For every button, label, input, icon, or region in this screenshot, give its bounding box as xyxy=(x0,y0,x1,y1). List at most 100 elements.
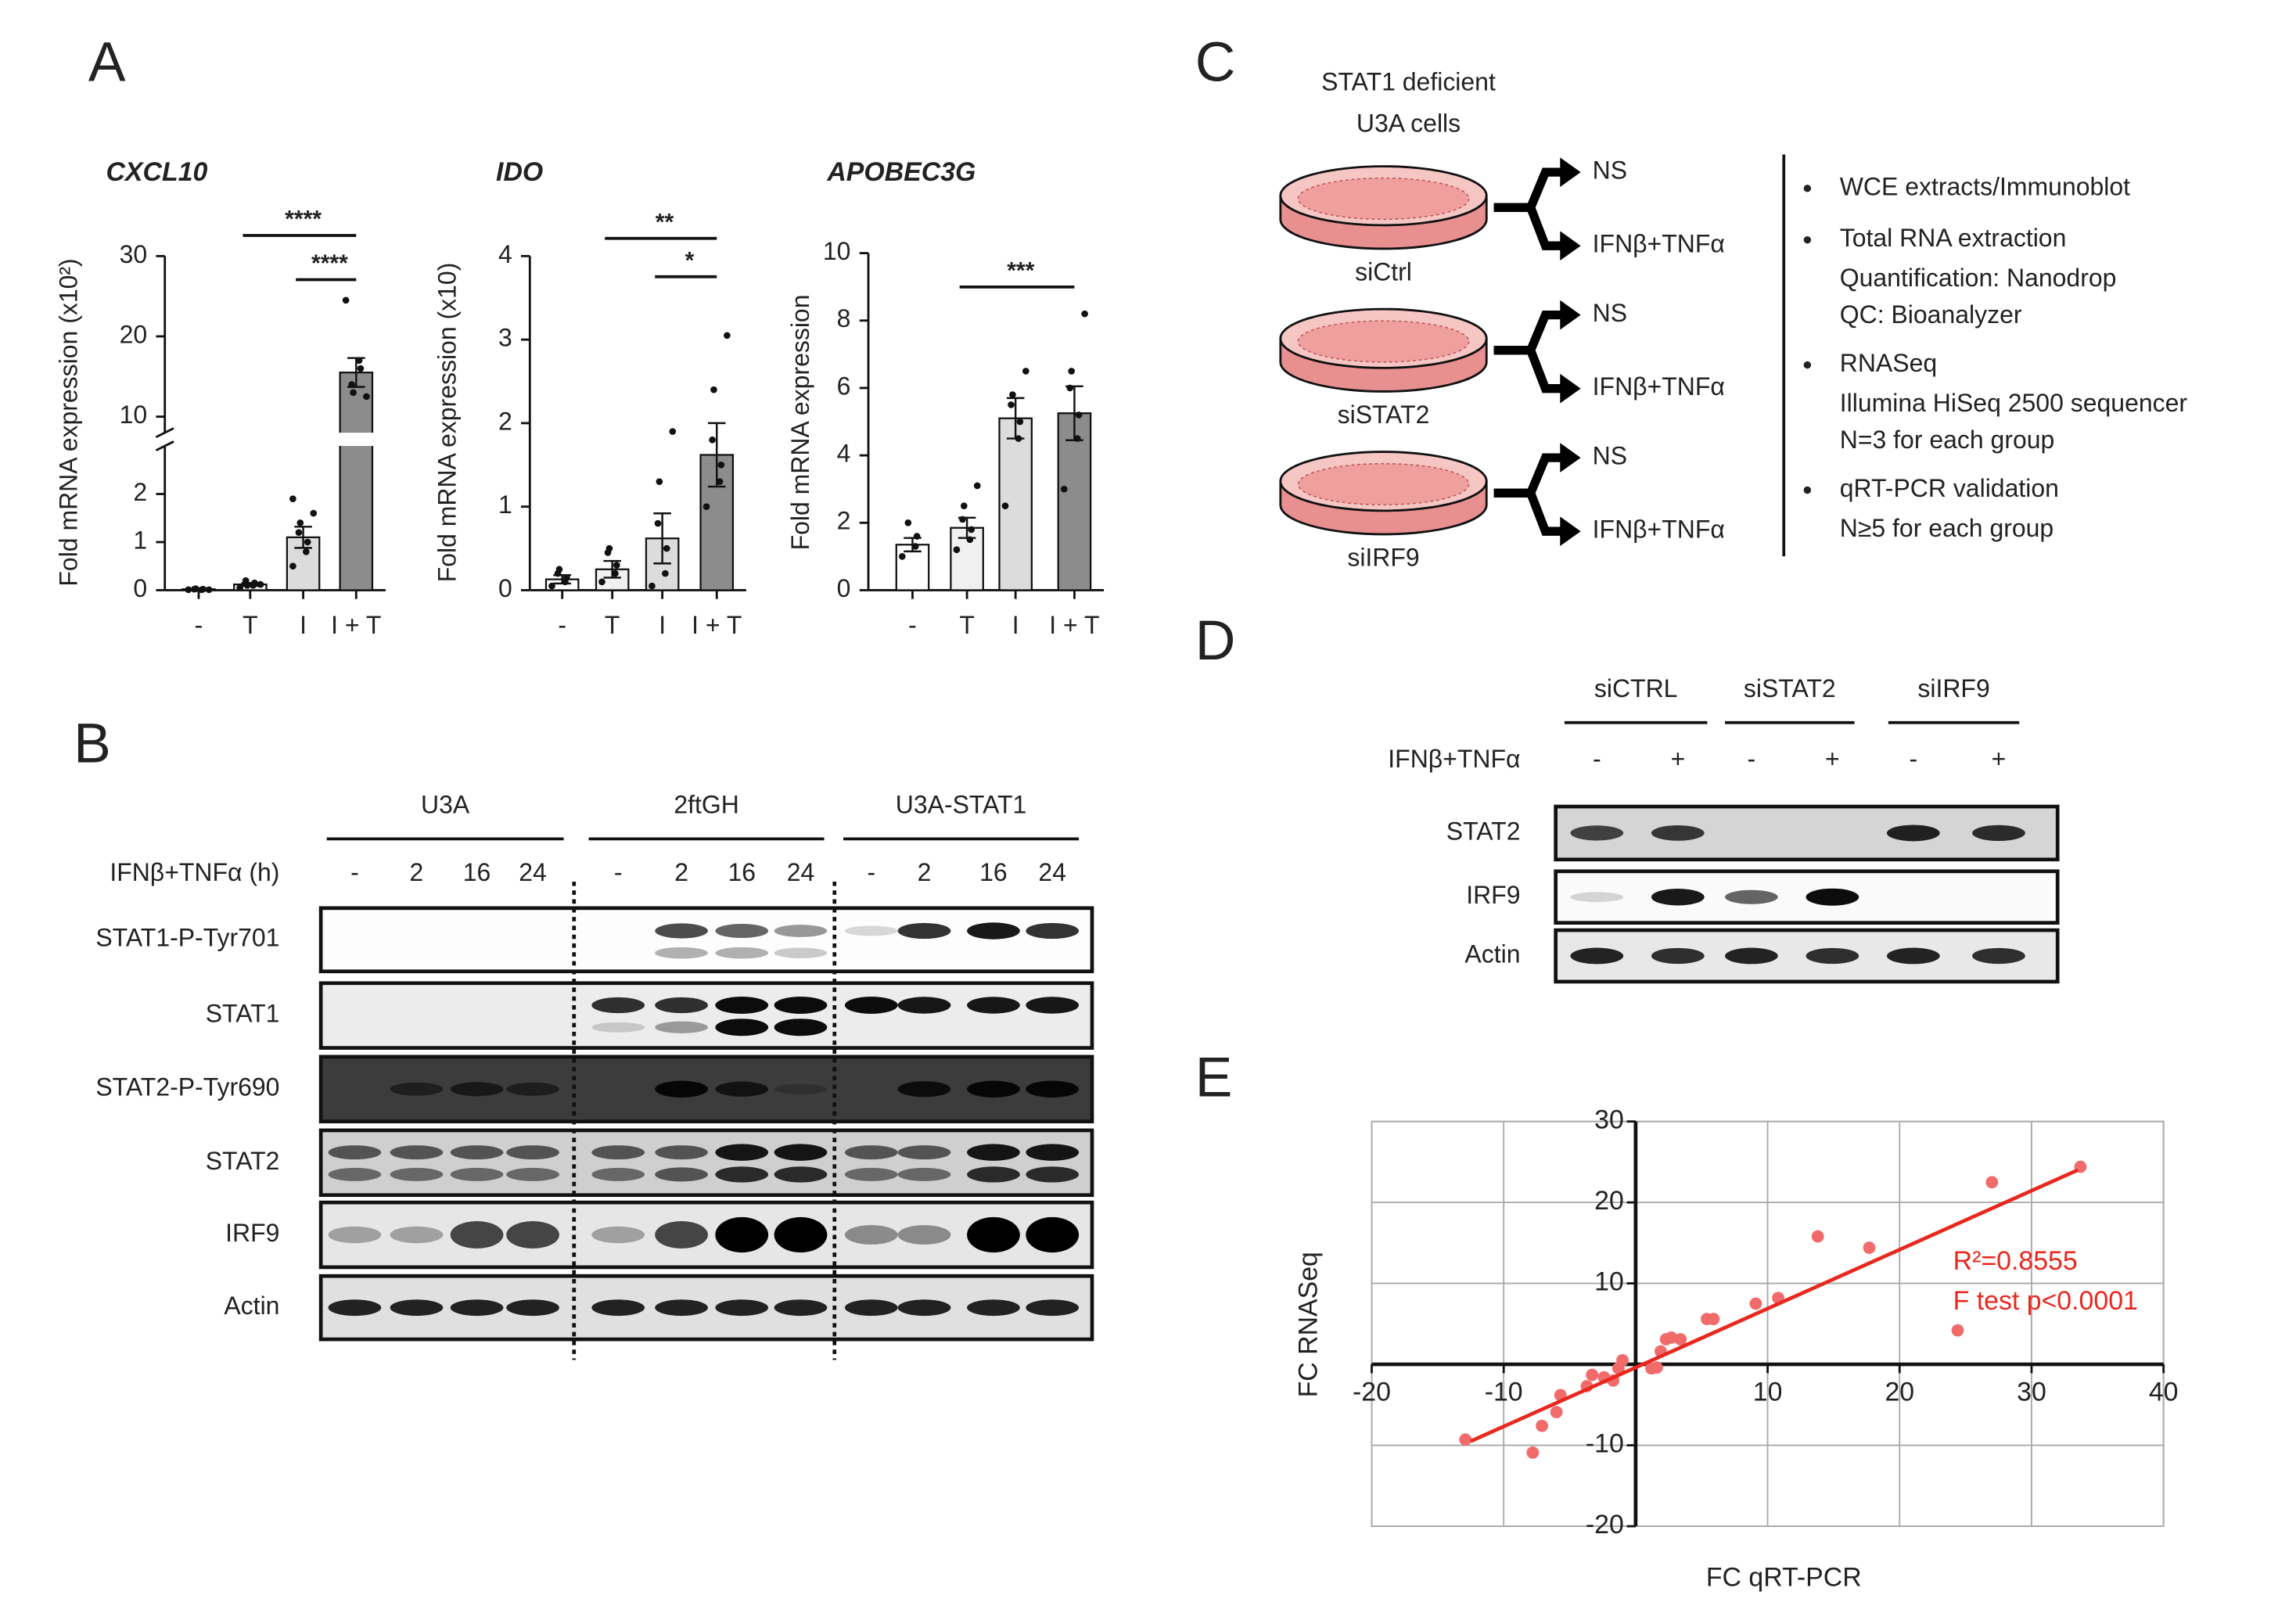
lane-label: - xyxy=(1748,745,1756,773)
band xyxy=(774,996,828,1015)
data-point xyxy=(598,578,605,586)
data-point xyxy=(1459,1433,1472,1446)
arrow xyxy=(1493,346,1564,393)
data-point xyxy=(953,546,961,554)
x-tick-label: -20 xyxy=(1353,1378,1391,1407)
bar xyxy=(950,526,984,591)
data-point xyxy=(243,581,251,589)
x-tick-label: 10 xyxy=(1753,1378,1783,1407)
y-tick-label: 1 xyxy=(133,526,147,554)
band xyxy=(715,1081,769,1097)
data-point xyxy=(1526,1446,1540,1459)
data-point xyxy=(350,389,357,397)
band xyxy=(897,1081,951,1098)
band xyxy=(1651,888,1705,906)
data-point xyxy=(1650,1361,1663,1374)
x-tick-label: T xyxy=(243,611,258,639)
data-point xyxy=(1985,1176,1999,1189)
data-point xyxy=(613,562,620,569)
lane-label: 16 xyxy=(728,858,756,886)
row-label: Actin xyxy=(224,1292,279,1320)
arrow-head xyxy=(1560,373,1581,404)
data-point xyxy=(1022,368,1029,375)
bullet xyxy=(1803,185,1812,192)
annotation: F test p<0.0001 xyxy=(1953,1286,2138,1316)
data-point xyxy=(548,582,555,590)
data-point xyxy=(1001,502,1009,510)
band xyxy=(715,1144,769,1161)
band xyxy=(506,1082,559,1096)
data-point xyxy=(716,478,724,485)
data-point xyxy=(1674,1333,1687,1346)
data-point xyxy=(342,296,350,304)
output-label: NS xyxy=(1593,156,1627,185)
band xyxy=(655,923,708,939)
band xyxy=(897,1299,951,1317)
band xyxy=(967,997,1020,1014)
data-point xyxy=(1068,368,1075,375)
step-title: RNASeq xyxy=(1840,349,1937,377)
blot-strip xyxy=(318,906,1094,974)
band xyxy=(1026,1144,1080,1161)
band xyxy=(1026,922,1080,940)
step-detail: N=3 for each group xyxy=(1840,426,2055,454)
data-point xyxy=(1616,1353,1629,1367)
band xyxy=(1026,1299,1080,1317)
x-tick-label: I xyxy=(300,611,307,639)
band xyxy=(967,1144,1020,1161)
data-point xyxy=(973,482,981,490)
band xyxy=(1570,825,1624,841)
chart-title: APOBEC3G xyxy=(826,157,976,187)
band xyxy=(1026,1166,1080,1183)
band xyxy=(591,1299,645,1317)
y-tick-label: 10 xyxy=(823,237,851,265)
step-detail: QC: Bioanalyzer xyxy=(1840,300,2022,329)
data-point xyxy=(1863,1241,1876,1254)
output-label: IFNβ+TNFα xyxy=(1593,230,1725,258)
x-tick-label: - xyxy=(908,611,917,639)
lane-label: 2 xyxy=(674,858,688,886)
axis-break xyxy=(155,427,174,439)
band xyxy=(655,1080,708,1098)
band xyxy=(450,1299,504,1317)
row-label: Actin xyxy=(1464,940,1520,968)
band xyxy=(390,1226,444,1244)
band xyxy=(844,1299,898,1317)
y-tick-label: 0 xyxy=(133,574,147,602)
band xyxy=(774,1216,828,1253)
lane-label: - xyxy=(1910,745,1918,773)
band xyxy=(844,1167,898,1181)
band xyxy=(1972,947,2025,965)
band xyxy=(1026,997,1080,1014)
bar-break xyxy=(338,433,374,447)
x-tick-label: I + T xyxy=(331,611,381,639)
bullet xyxy=(1803,361,1812,369)
band xyxy=(390,1167,444,1181)
band xyxy=(1806,947,1859,965)
band xyxy=(328,1167,382,1181)
group-label: U3A-STAT1 xyxy=(896,790,1027,818)
chart-title: IDO xyxy=(496,157,543,187)
y-tick-label: 30 xyxy=(120,240,148,268)
band xyxy=(506,1145,559,1160)
data-point xyxy=(612,569,619,577)
data-point xyxy=(555,566,563,573)
row-label: IRF9 xyxy=(225,1219,279,1247)
data-point xyxy=(717,461,725,469)
band xyxy=(967,922,1020,940)
band xyxy=(450,1167,504,1181)
error-bar xyxy=(707,422,726,488)
data-point xyxy=(357,365,365,372)
step-detail: Illumina HiSeq 2500 sequencer xyxy=(1840,389,2188,417)
data-point xyxy=(1550,1406,1563,1419)
data-point xyxy=(911,543,919,550)
output-label: NS xyxy=(1593,442,1627,470)
band xyxy=(1972,825,2025,842)
band xyxy=(897,1225,951,1245)
data-point xyxy=(1081,310,1088,318)
group-label: 2ftGH xyxy=(674,790,739,818)
data-point xyxy=(960,502,968,510)
band xyxy=(1570,892,1624,903)
significance-label: **** xyxy=(285,207,322,232)
